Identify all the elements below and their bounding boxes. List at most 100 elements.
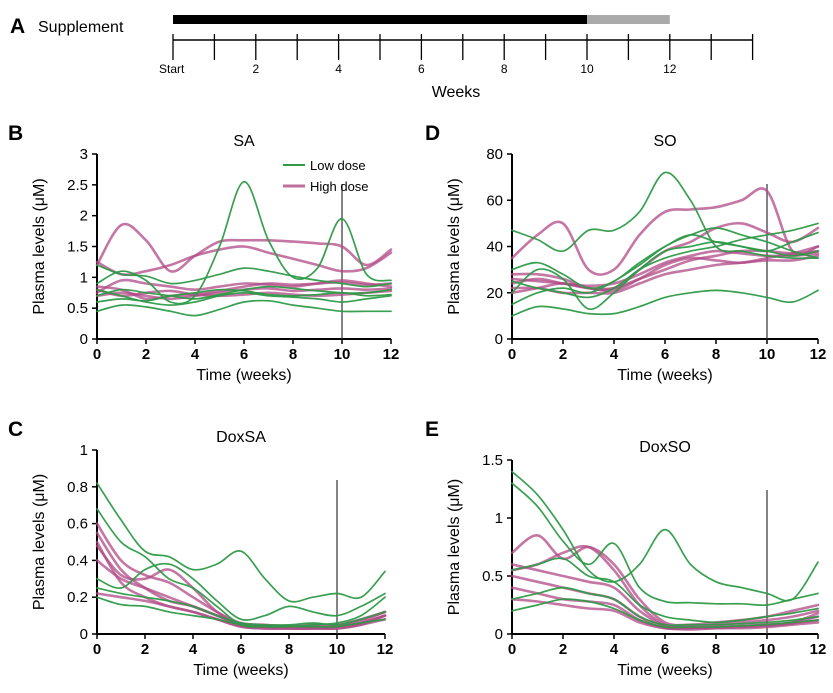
x-tick-label: 2 [559, 346, 567, 363]
panel-c: C DoxSA 0 2 4 6 8 10 12 0 0.2 0.4 0.6 0.8 1 Time (weeks… [8, 418, 393, 679]
low-dose-series-line [96, 288, 392, 306]
low-dose-series-line [96, 562, 386, 621]
low-dose-series-line [96, 587, 386, 626]
x-axis-label: Time (weeks) [617, 662, 712, 679]
x-tick-label: 6 [237, 641, 245, 658]
panel-b: B SA 0 2 4 6 8 10 12 0 0.5 1 1.5 2 2.5 3 Time (weeks) Pla… [8, 122, 399, 384]
y-tick-label: 1.5 [67, 239, 88, 256]
y-tick-label: 60 [486, 192, 503, 209]
low-dose-series-line [96, 596, 386, 628]
panel-letter: C [8, 418, 23, 441]
low-dose-series-line [96, 288, 392, 303]
y-tick-label: 3 [80, 146, 88, 163]
y-axis-label: Plasma levels (μM) [446, 178, 463, 314]
x-tick-label: 0 [93, 346, 101, 363]
low-dose-series-line [511, 482, 819, 607]
low-dose-series-line [96, 180, 392, 305]
x-tick-label: 2 [141, 641, 149, 658]
y-tick-label: 0.4 [67, 552, 88, 569]
low-dose-series-line [511, 171, 819, 260]
x-tick-label: 6 [240, 346, 248, 363]
x-tick-label: 10 [759, 641, 776, 658]
chart-title: SO [653, 133, 676, 150]
x-axis-label: Time (weeks) [193, 662, 288, 679]
x-tick-label: 0 [508, 346, 516, 363]
chart-title: DoxSA [216, 429, 266, 446]
x-tick-label: 8 [712, 641, 720, 658]
x-tick-label: 8 [285, 641, 293, 658]
high-dose-series-line [95, 522, 387, 629]
timeline-tick-label: 10 [580, 62, 594, 76]
y-tick-label: 0.5 [67, 300, 88, 317]
y-axis-label: Plasma levels (μM) [31, 474, 48, 610]
x-tick-label: 4 [191, 346, 200, 363]
x-tick-label: 4 [610, 346, 619, 363]
low-dose-series-line [96, 482, 386, 603]
timeline-xlabel: Weeks [432, 84, 481, 101]
x-tick-label: 6 [661, 346, 669, 363]
x-tick-label: 0 [508, 641, 516, 658]
high-dose-series-line [95, 280, 393, 301]
low-dose-series-line [511, 586, 819, 627]
x-tick-label: 0 [93, 641, 101, 658]
legend-low-dose-label: Low dose [310, 158, 366, 173]
panel-letter: E [425, 418, 439, 441]
supplement-off-bar [587, 15, 670, 24]
y-axis-label: Plasma levels (μM) [446, 479, 463, 615]
low-dose-series-line [511, 470, 819, 602]
chart-title: SA [233, 133, 255, 150]
legend-high-dose-label: High dose [310, 179, 369, 194]
y-tick-label: 1 [495, 510, 503, 527]
x-tick-label: 6 [661, 641, 669, 658]
low-dose-series-line [511, 227, 819, 306]
timeline-tick-label: 2 [252, 62, 259, 76]
chart-title: DoxSO [639, 439, 691, 456]
y-tick-label: 0 [80, 331, 88, 348]
y-tick-label: 0 [495, 626, 503, 643]
x-tick-label: 10 [329, 641, 346, 658]
y-tick-label: 0.2 [67, 589, 88, 606]
timeline-tick-label: 12 [663, 62, 677, 76]
y-tick-label: 1 [80, 442, 88, 459]
y-tick-label: 0.6 [67, 516, 88, 533]
y-tick-label: 0.5 [482, 568, 503, 585]
low-dose-series-line [96, 299, 392, 317]
timeline-tick-label: 4 [335, 62, 342, 76]
high-dose-series-line [510, 187, 820, 276]
high-dose-series-line [95, 278, 393, 295]
low-dose-series-line [511, 222, 819, 299]
x-tick-label: 4 [189, 641, 198, 658]
x-axis-label: Time (weeks) [617, 367, 712, 384]
supplement-on-bar [173, 15, 587, 24]
high-dose-series-line [95, 222, 393, 273]
y-tick-label: 40 [486, 239, 503, 256]
panel-e: E DoxSO 0 2 4 6 8 10 12 0 0.5 1 1.5 Time (weeks) Plasm… [425, 418, 826, 679]
supplement-label: Supplement [38, 19, 124, 36]
low-dose-series-line [511, 598, 819, 629]
high-dose-series-line [95, 245, 393, 276]
y-tick-label: 2 [80, 208, 88, 225]
panel-letter: D [425, 122, 440, 145]
y-tick-label: 0 [495, 331, 503, 348]
y-tick-label: 80 [486, 146, 503, 163]
x-tick-label: 12 [383, 346, 400, 363]
y-tick-label: 20 [486, 285, 503, 302]
y-tick-label: 1.5 [482, 452, 503, 469]
y-tick-label: 1 [80, 269, 88, 286]
timeline-tick-label: 6 [418, 62, 425, 76]
panel-d: D SO 0 2 4 6 8 10 12 0 20 40 60 80 Time (weeks) Plasma … [425, 122, 826, 384]
x-tick-label: 12 [810, 641, 827, 658]
timeline-panel: A Supplement Start 2 4 6 8 10 12 Weeks [10, 15, 754, 101]
low-dose-series-line [96, 264, 392, 288]
low-dose-series-line [96, 508, 386, 628]
x-tick-label: 2 [559, 641, 567, 658]
y-axis-label: Plasma levels (μM) [31, 178, 48, 314]
high-dose-series-line [510, 597, 820, 631]
timeline-tick-label: 8 [501, 62, 508, 76]
y-tick-label: 2.5 [67, 177, 88, 194]
low-dose-series-line [511, 557, 819, 624]
x-tick-label: 2 [142, 346, 150, 363]
x-tick-label: 8 [712, 346, 720, 363]
